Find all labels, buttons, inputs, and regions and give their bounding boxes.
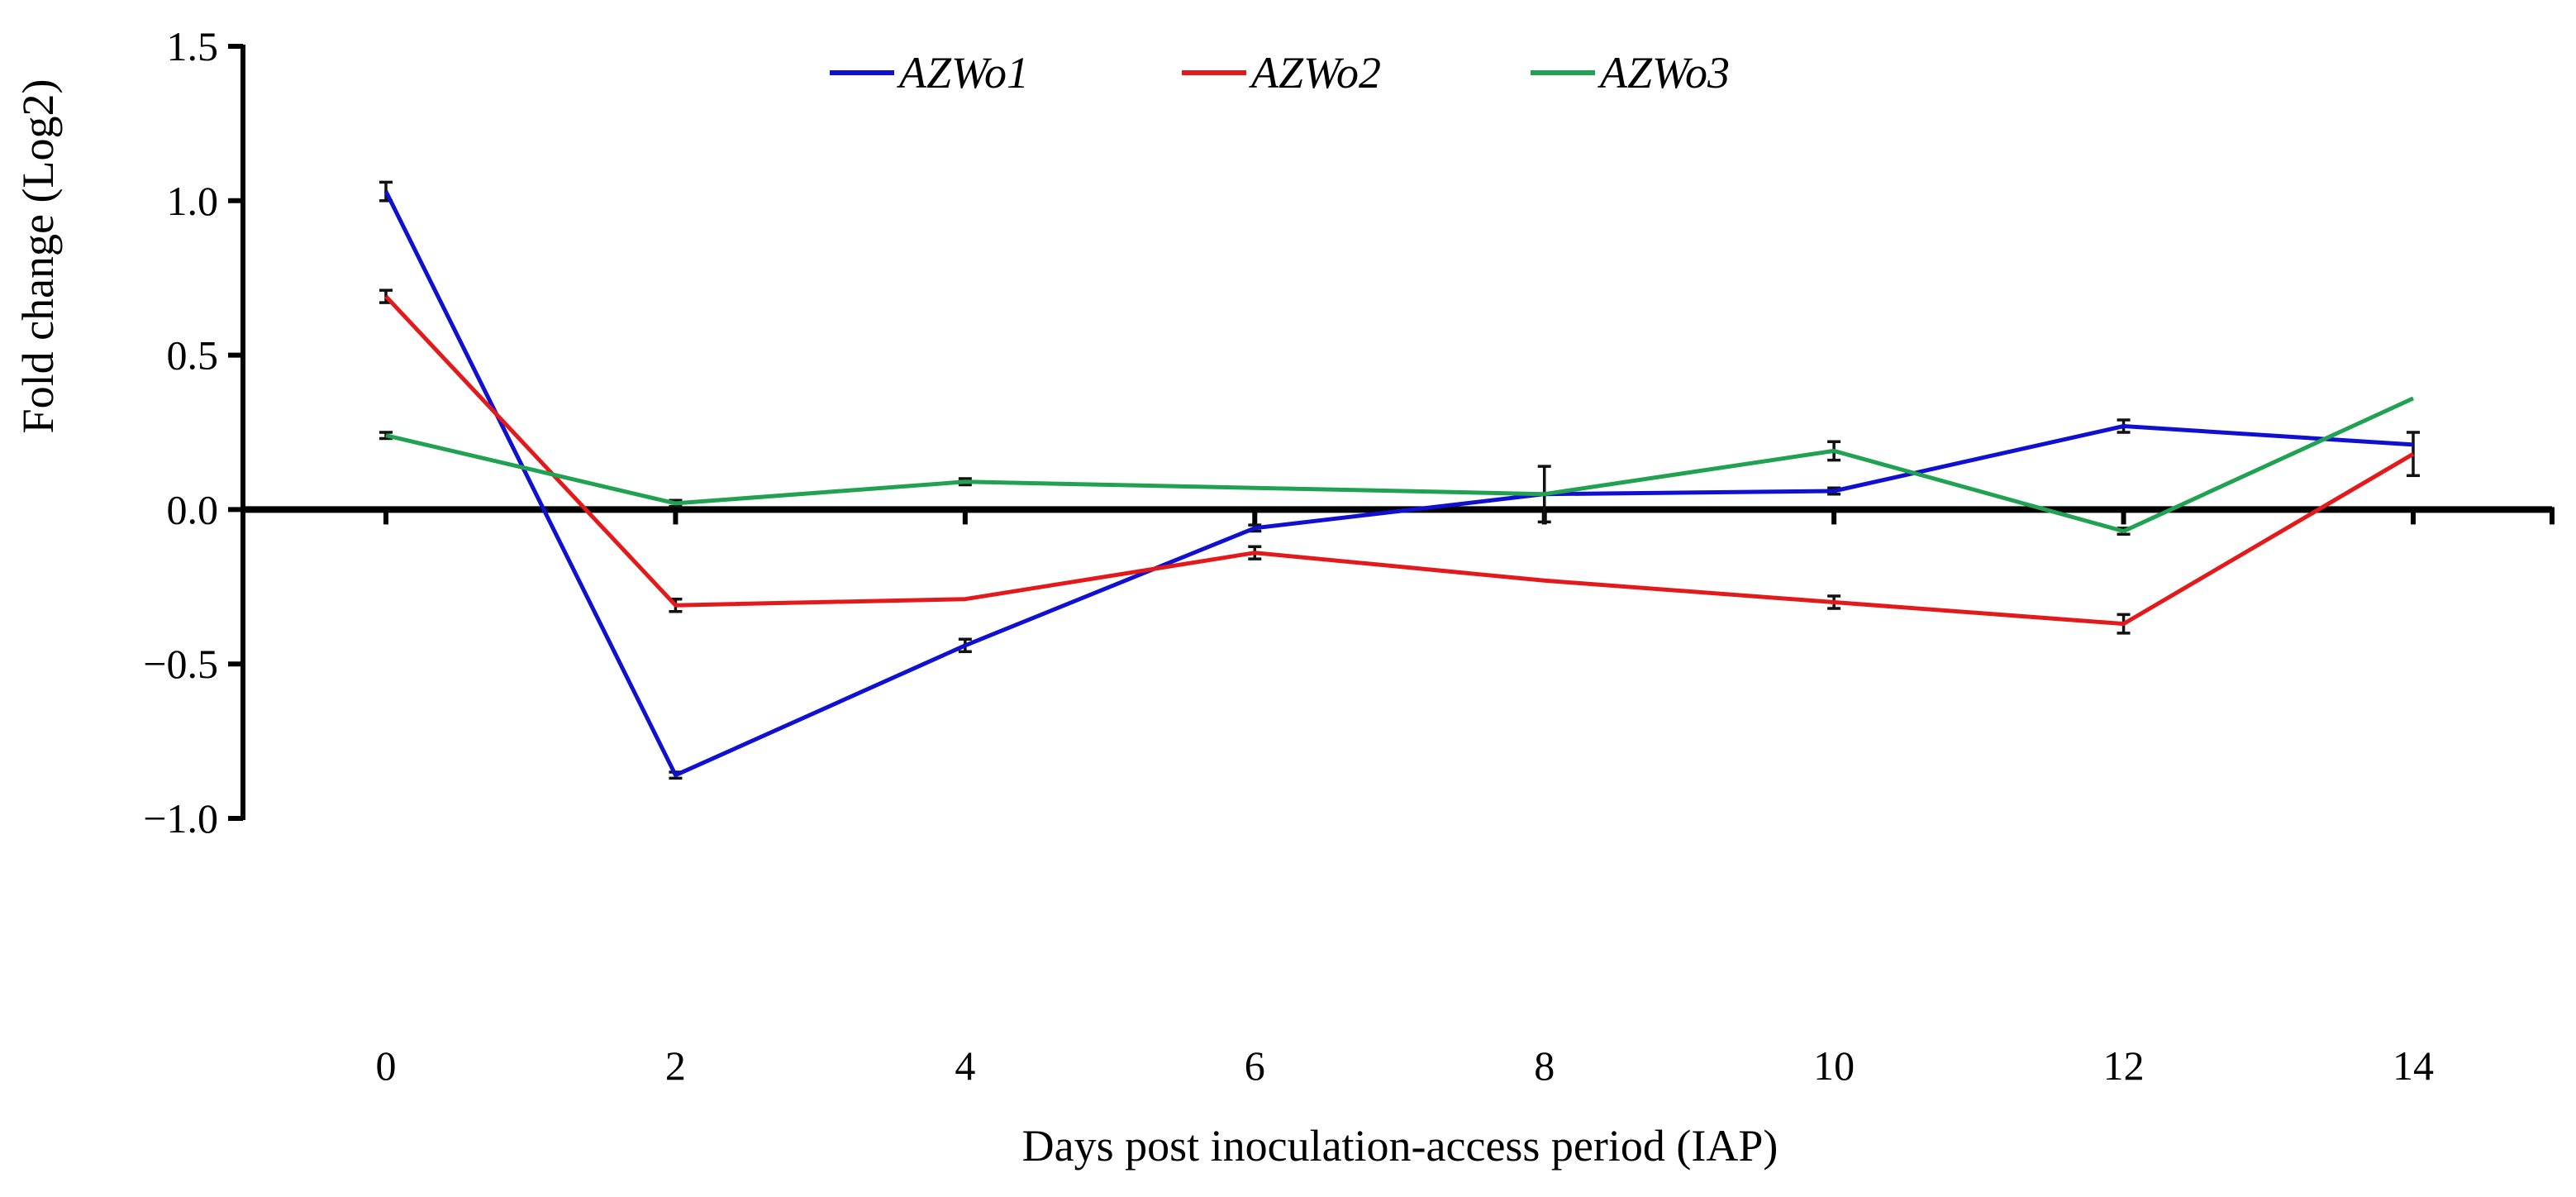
- x-tick-label: 14: [2393, 1042, 2434, 1089]
- error-bar-azwo2: [2407, 431, 2420, 478]
- series-lines: [383, 190, 2415, 778]
- y-tick-label: 1.5: [167, 23, 219, 69]
- legend-label-azwo1: AZWo1: [897, 48, 1029, 98]
- x-axis-title: Days post inoculation-access period (IAP…: [1022, 1121, 1778, 1171]
- x-tick-label: 8: [1534, 1042, 1555, 1089]
- x-tick-label: 6: [1245, 1042, 1265, 1089]
- x-tick-label: 10: [1813, 1042, 1855, 1089]
- series-line-azwo2: [384, 294, 2415, 627]
- x-tick-label: 2: [665, 1042, 686, 1089]
- legend-item-azwo3: AZWo3: [1531, 48, 1730, 98]
- error-bars: [379, 180, 2420, 780]
- y-tick-label: 1.0: [167, 178, 219, 224]
- x-tick-label: 12: [2103, 1042, 2145, 1089]
- legend-label-azwo3: AZWo3: [1598, 48, 1730, 98]
- y-tick-label: −1.0: [143, 795, 218, 842]
- x-tick-label: 0: [376, 1042, 397, 1089]
- y-tick-label: 0.5: [167, 332, 219, 379]
- legend-label-azwo2: AZWo2: [1249, 48, 1381, 98]
- x-axis-ticks: 0 2 4 6 8 10 12 14: [376, 509, 2434, 1089]
- legend: AZWo1 AZWo2 AZWo3: [830, 48, 1730, 98]
- y-axis-title: Fold change (Log2): [13, 79, 63, 434]
- y-tick-label: 0.0: [167, 486, 219, 532]
- y-axis-ticks: −1.0 −0.5 0.0 0.5 1.0 1.5: [143, 23, 243, 842]
- x-tick-label: 4: [955, 1042, 975, 1089]
- series-line-azwo1: [383, 190, 2414, 778]
- legend-item-azwo2: AZWo2: [1182, 48, 1381, 98]
- y-tick-label: −0.5: [143, 641, 218, 687]
- series-line-azwo3: [385, 396, 2415, 534]
- legend-item-azwo1: AZWo1: [830, 48, 1029, 98]
